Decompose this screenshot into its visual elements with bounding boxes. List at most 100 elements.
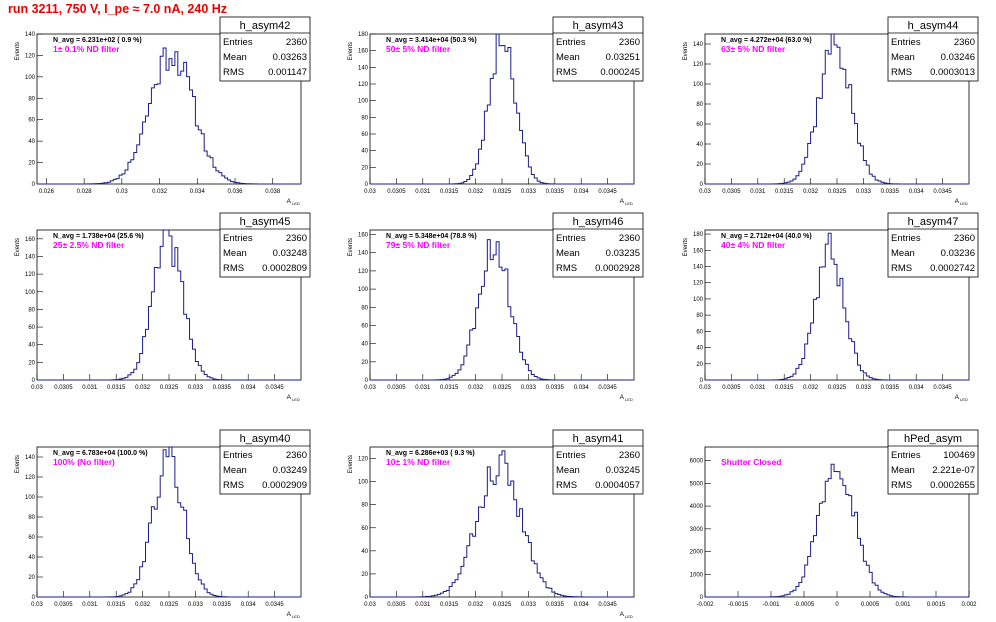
- x-tick-label: 0.031: [415, 385, 431, 391]
- y-tick-label: 160: [25, 237, 36, 243]
- y-tick-label: 6000: [690, 459, 704, 465]
- x-tick-label: 0.0305: [722, 385, 741, 391]
- filter-annotation: 10± 1% ND filter: [386, 457, 451, 467]
- stats-value: 2360: [619, 233, 640, 244]
- x-axis-title: A: [287, 394, 292, 401]
- y-tick-label: 120: [25, 272, 36, 278]
- y-tick-label: 100: [358, 99, 369, 105]
- stats-label: RMS: [223, 67, 244, 78]
- y-tick-label: 60: [361, 526, 368, 532]
- x-tick-label: 0.0305: [387, 385, 406, 391]
- stats-box-frame: [552, 16, 644, 82]
- y-tick-label: 160: [358, 233, 369, 239]
- stats-value: 0.0003013: [930, 67, 975, 78]
- x-tick-label: 0.03: [699, 189, 711, 195]
- histogram-name: h_asym43: [573, 20, 624, 32]
- y-tick-label: 60: [696, 122, 703, 128]
- y-tick-label: 100: [25, 290, 36, 296]
- y-tick-label: 20: [696, 162, 703, 168]
- histogram-panel-h_asym45: 0.03 0.0305 0.031 0.0315 0.032 0.0325 0.033 0.0…: [15, 212, 311, 402]
- n-avg-label: N_avg = 4.272e+04 (63.0 %): [721, 37, 812, 44]
- y-tick-label: 0: [700, 378, 704, 384]
- y-tick-label: 140: [358, 251, 369, 257]
- stats-label: Entries: [891, 37, 921, 48]
- x-tick-label: 0.03: [116, 189, 128, 195]
- histogram-line: [705, 33, 969, 185]
- histogram-panel-h_asym47: 0.03 0.0305 0.031 0.0315 0.032 0.0325 0.033 0.0…: [683, 212, 979, 402]
- y-tick-label: 140: [25, 32, 36, 38]
- y-tick-label: 100: [358, 480, 369, 486]
- x-tick-label: 0.0305: [722, 189, 741, 195]
- x-tick-label: -0.002: [696, 602, 714, 608]
- stats-value: 0.001147: [268, 67, 307, 78]
- n-avg-label: N_avg = 6.783e+04 (100.0 %): [53, 450, 148, 457]
- stats-value: 0.03236: [941, 248, 975, 259]
- y-tick-label: 60: [28, 118, 35, 124]
- y-tick-label: 80: [696, 313, 703, 319]
- stats-label: Entries: [556, 37, 586, 48]
- stats-box-frame: [552, 429, 644, 495]
- histogram-name: h_asym44: [908, 20, 959, 32]
- stats-label: RMS: [556, 67, 577, 78]
- histogram-line: [37, 229, 301, 381]
- x-axis-title: A: [955, 394, 960, 401]
- n-avg-label: N_avg = 1.738e+04 (25.6 %): [53, 233, 144, 240]
- histogram-panel-h_asym44: 0.03 0.0305 0.031 0.0315 0.032 0.0325 0.033 0.0…: [683, 16, 979, 206]
- x-tick-label: 0.03: [699, 385, 711, 391]
- x-tick-label: 0.031: [750, 385, 766, 391]
- stats-label: Mean: [891, 465, 915, 476]
- x-tick-label: 0.0315: [440, 189, 459, 195]
- y-axis-title: Events: [348, 42, 354, 60]
- x-tick-label: 0.033: [856, 385, 872, 391]
- stats-box: h_asym42 Entries 2360 Mean 0.03263 RMS 0.00114…: [219, 16, 311, 82]
- y-tick-label: 100: [358, 287, 369, 293]
- y-tick-label: 5000: [690, 481, 704, 487]
- stats-box-frame: [219, 16, 311, 82]
- y-tick-label: 0: [365, 378, 369, 384]
- x-tick-label: 0.0325: [160, 602, 179, 608]
- filter-annotation: 40± 4% ND filter: [721, 240, 786, 250]
- x-tick-label: 0.031: [415, 189, 431, 195]
- x-tick-label: 0.033: [188, 602, 204, 608]
- filter-annotation: 79± 5% ND filter: [386, 240, 451, 250]
- x-tick-label: 0.002: [961, 602, 977, 608]
- y-tick-label: 0: [32, 378, 36, 384]
- stats-value: 2360: [954, 233, 975, 244]
- x-tick-label: 0.0345: [265, 602, 284, 608]
- histogram-line: [370, 239, 634, 381]
- x-tick-label: 0.034: [574, 189, 590, 195]
- x-axis-title: A: [287, 611, 292, 618]
- y-tick-label: 80: [361, 503, 368, 509]
- y-tick-label: 20: [361, 165, 368, 171]
- x-tick-label: 0.031: [82, 385, 98, 391]
- x-axis-title-subscript: LED: [292, 201, 300, 206]
- y-tick-label: 3000: [690, 527, 704, 533]
- x-tick-label: 0.0335: [881, 189, 900, 195]
- x-axis-title-subscript: LED: [625, 201, 633, 206]
- y-tick-label: 40: [361, 549, 368, 555]
- x-tick-label: 0.0345: [933, 385, 952, 391]
- x-axis-title-subscript: LED: [292, 614, 300, 619]
- stats-value: 0.000245: [600, 67, 640, 78]
- y-tick-label: 0: [32, 182, 36, 188]
- stats-value: 0.0002655: [930, 480, 975, 491]
- y-tick-label: 20: [28, 161, 35, 167]
- y-tick-label: 140: [25, 455, 36, 461]
- histogram-panel-hPed_asym: -0.002 -0.0015 -0.001 -0.0005 0 0.0005 0.001 0.…: [690, 429, 979, 608]
- histogram-line: [370, 33, 634, 185]
- y-tick-label: 40: [28, 555, 35, 561]
- stats-value: 100469: [943, 450, 975, 461]
- n-avg-label: N_avg = 6.231e+02 ( 0.9 %): [53, 37, 142, 44]
- y-tick-label: 100: [693, 297, 704, 303]
- stats-value: 0.03251: [606, 52, 640, 63]
- x-tick-label: 0.033: [521, 189, 537, 195]
- x-tick-label: 0.032: [803, 189, 819, 195]
- stats-box-frame: [887, 212, 979, 278]
- x-tick-label: 0.032: [135, 602, 151, 608]
- stats-value: 0.03246: [941, 52, 975, 63]
- stats-value: 2360: [286, 450, 307, 461]
- histogram-name: h_asym47: [908, 216, 959, 228]
- x-axis-title: A: [955, 198, 960, 205]
- y-tick-label: 0: [32, 595, 36, 601]
- histogram-line: [37, 47, 301, 185]
